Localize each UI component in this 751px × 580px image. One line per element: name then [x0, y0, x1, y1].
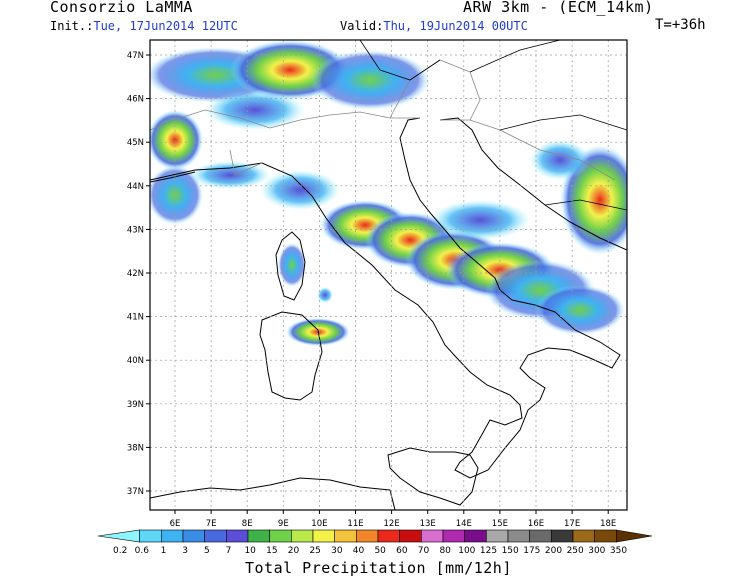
- colorbar-level-label: 80: [439, 546, 451, 556]
- colorbar-swatch: [507, 529, 530, 543]
- map-frame: [149, 39, 628, 511]
- colorbar-swatch: [421, 529, 444, 543]
- colorbar-swatch: [161, 529, 184, 543]
- longitude-ticks: 6E 7E 8E 9E 10E 11E 12E 13E 14E 15E 16E 17E 18E: [170, 510, 616, 529]
- lat-tick-label: 40N: [127, 356, 144, 366]
- colorbar-swatch: [594, 529, 617, 543]
- colorbar-level-label: 300: [588, 546, 605, 556]
- lat-tick-label: 38N: [127, 443, 144, 453]
- colorbar-level-label: 175: [523, 546, 540, 556]
- colorbar-level-label: 30: [331, 546, 343, 556]
- colorbar-swatch: [182, 529, 205, 543]
- lat-tick-label: 46N: [127, 95, 144, 105]
- lon-tick-label: 14E: [456, 519, 472, 529]
- colorbar-level-label: 60: [396, 546, 408, 556]
- lat-lon-grid: [150, 40, 627, 510]
- colorbar-level-label: 350: [610, 546, 627, 556]
- colorbar-level-label: 100: [458, 546, 475, 556]
- colorbar-swatch: [269, 529, 292, 543]
- colorbar-swatch: [204, 529, 227, 543]
- forecast-lead-time: T=+36h: [655, 17, 706, 33]
- lon-tick-label: 11E: [347, 519, 363, 529]
- colorbar-level-label: 0.2: [113, 546, 127, 556]
- colorbar-swatch: [551, 529, 574, 543]
- colorbar-swatch: [247, 529, 270, 543]
- colorbar-swatch: [97, 529, 140, 543]
- colorbar-swatch: [529, 529, 552, 543]
- init-value: Tue, 17Jun2014 12UTC: [93, 19, 238, 33]
- colorbar-swatch: [486, 529, 509, 543]
- colorbar-level-label: 15: [266, 546, 277, 556]
- colorbar-level-label: 125: [480, 546, 497, 556]
- colorbar-swatch: [291, 529, 314, 543]
- lon-tick-label: 13E: [420, 519, 436, 529]
- lon-tick-label: 7E: [206, 519, 217, 529]
- precipitation-field: [150, 40, 627, 346]
- colorbar-swatch: [226, 529, 249, 543]
- valid-value: Thu, 19Jun2014 00UTC: [383, 19, 528, 33]
- colorbar-level-label: 1: [161, 546, 167, 556]
- colorbar: 0.2 0.6 1 3 5 7 10 15 20 25 30 40 50 60 70 80 100 125 150 1…: [97, 529, 653, 556]
- latitude-ticks: 47N 46N 45N 44N 43N 42N 41N 40N 39N 38N 37N: [127, 51, 150, 497]
- lon-tick-label: 12E: [384, 519, 400, 529]
- colorbar-swatch: [572, 529, 595, 543]
- lat-tick-label: 44N: [127, 182, 144, 192]
- colorbar-swatch: [139, 529, 162, 543]
- lon-tick-label: 9E: [278, 519, 289, 529]
- colorbar-swatch: [356, 529, 379, 543]
- colorbar-title: Total Precipitation [mm/12h]: [245, 559, 512, 577]
- lon-tick-label: 8E: [242, 519, 253, 529]
- colorbar-level-label: 70: [418, 546, 430, 556]
- lat-tick-label: 47N: [127, 51, 144, 61]
- colorbar-level-label: 10: [244, 546, 256, 556]
- lon-tick-label: 10E: [311, 519, 327, 529]
- init-prefix: Init.:: [50, 19, 94, 33]
- lat-tick-label: 37N: [127, 487, 144, 497]
- colorbar-level-label: 150: [502, 546, 519, 556]
- valid-time: Valid:Thu, 19Jun2014 00UTC: [340, 19, 528, 33]
- colorbar-level-label: 5: [204, 546, 210, 556]
- colorbar-swatch: [377, 529, 400, 543]
- colorbar-level-label: 50: [374, 546, 386, 556]
- lat-tick-label: 42N: [127, 269, 144, 279]
- lon-tick-label: 18E: [600, 519, 616, 529]
- lon-tick-label: 6E: [170, 519, 181, 529]
- country-borders: [150, 59, 616, 181]
- valid-prefix: Valid:: [340, 19, 384, 33]
- colorbar-level-label: 40: [353, 546, 365, 556]
- colorbar-swatch: [312, 529, 335, 543]
- colorbar-level-label: 0.6: [135, 546, 150, 556]
- colorbar-swatch: [442, 529, 465, 543]
- colorbar-swatch: [616, 529, 653, 543]
- lat-tick-label: 39N: [127, 400, 144, 410]
- colorbar-swatch: [399, 529, 422, 543]
- lat-tick-label: 43N: [127, 225, 144, 235]
- colorbar-swatch: [464, 529, 487, 543]
- lon-tick-label: 15E: [492, 519, 508, 529]
- model-title: ARW 3km - (ECM_14km): [463, 0, 654, 16]
- colorbar-level-label: 20: [288, 546, 300, 556]
- lat-tick-label: 45N: [127, 138, 144, 148]
- colorbar-level-label: 200: [545, 546, 562, 556]
- colorbar-level-label: 3: [182, 546, 188, 556]
- init-time: Init.:Tue, 17Jun2014 12UTC: [50, 19, 238, 33]
- lon-tick-label: 16E: [528, 519, 544, 529]
- colorbar-level-label: 25: [309, 546, 320, 556]
- colorbar-level-label: 7: [226, 546, 232, 556]
- colorbar-swatch: [334, 529, 357, 543]
- organization-title: Consorzio LaMMA: [50, 0, 193, 16]
- lon-tick-label: 17E: [564, 519, 580, 529]
- coastlines: [150, 117, 627, 510]
- lat-tick-label: 41N: [127, 313, 144, 323]
- colorbar-level-label: 250: [567, 546, 584, 556]
